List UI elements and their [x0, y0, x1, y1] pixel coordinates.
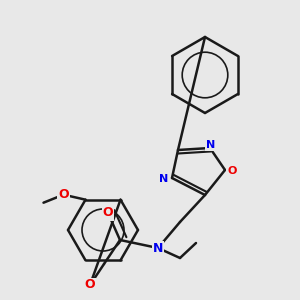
Text: O: O: [58, 188, 69, 201]
Text: O: O: [103, 206, 113, 220]
Text: N: N: [159, 174, 169, 184]
Text: N: N: [153, 242, 163, 254]
Text: N: N: [206, 140, 216, 150]
Text: O: O: [85, 278, 95, 292]
Text: O: O: [227, 166, 237, 176]
